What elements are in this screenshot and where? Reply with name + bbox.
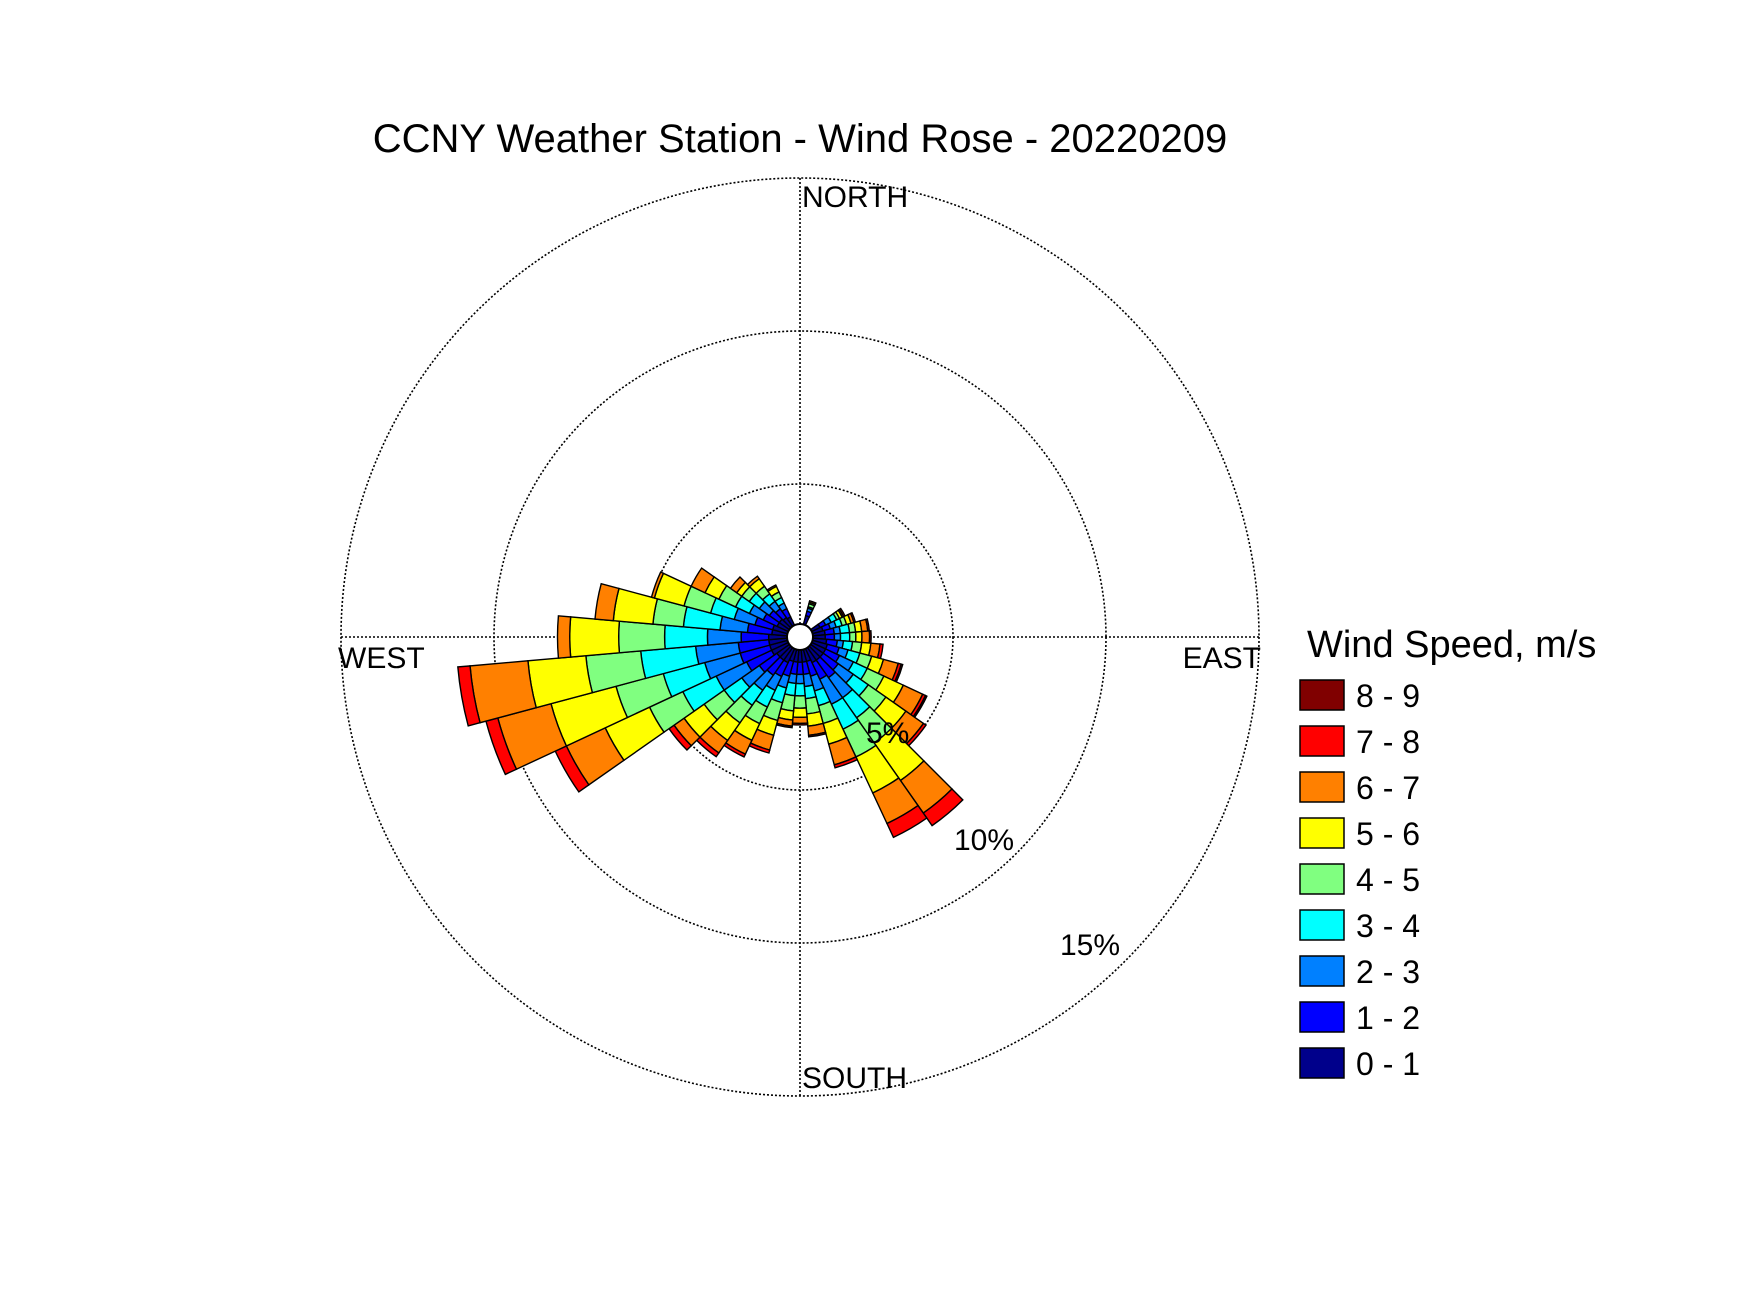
- sector-180-bin-5: [792, 707, 808, 719]
- ring-label-15: 15%: [1060, 929, 1120, 962]
- south-label: SOUTH: [802, 1062, 907, 1095]
- legend-label: 3 - 4: [1356, 908, 1420, 944]
- legend-label: 8 - 9: [1356, 678, 1420, 714]
- sector-320-bin-6: [746, 575, 761, 588]
- legend-label: 2 - 3: [1356, 954, 1420, 990]
- legend-title: Wind Speed, m/s: [1307, 624, 1596, 666]
- legend-label: 5 - 6: [1356, 816, 1420, 852]
- legend: 8 - 9 7 - 8 6 - 7 5 - 6 4 - 5 3 - 4 2 - 3 1 - 2…: [1299, 678, 1420, 1082]
- legend-swatch: [1299, 955, 1345, 987]
- sector-260-bin-7: [457, 665, 481, 727]
- sector-180-bin-4: [793, 694, 807, 709]
- sector-280-bin-5: [612, 587, 659, 625]
- legend-label: 1 - 2: [1356, 1000, 1420, 1036]
- sector-90-bin-7: [868, 630, 872, 644]
- sector-160-bin-7: [833, 756, 859, 769]
- sector-330-bin-6: [766, 584, 778, 593]
- legend-swatch: [1299, 1001, 1345, 1033]
- legend-swatch: [1299, 725, 1345, 757]
- legend-swatch: [1299, 817, 1345, 849]
- west-label: WEST: [338, 642, 425, 675]
- legend-swatch: [1299, 679, 1345, 711]
- sector-310-bin-6: [729, 575, 747, 594]
- sector-140-bin-7: [922, 788, 964, 827]
- sector-300-bin-6: [690, 567, 716, 594]
- chart-title: CCNY Weather Station - Wind Rose - 20220…: [373, 117, 1228, 161]
- sector-280-bin-6: [594, 582, 620, 622]
- sector-90-bin-4: [848, 631, 857, 643]
- sector-180-bin-7: [791, 722, 809, 726]
- sector-270-bin-5: [569, 616, 621, 658]
- legend-label: 4 - 5: [1356, 862, 1420, 898]
- sector-290-bin-6: [650, 571, 665, 599]
- legend-swatch: [1299, 1047, 1345, 1079]
- polar-grid: [340, 177, 1260, 1097]
- sector-90-bin-6: [860, 630, 871, 644]
- sector-20-bin-6: [808, 599, 817, 606]
- legend-swatch: [1299, 909, 1345, 941]
- legend-label: 0 - 1: [1356, 1046, 1420, 1082]
- sector-150-bin-7: [886, 804, 928, 839]
- sector-270-bin-4: [618, 620, 666, 654]
- sector-270-bin-6: [556, 615, 572, 659]
- ring-label-5: 5%: [866, 717, 909, 750]
- sector-180-bin-6: [791, 716, 809, 725]
- north-label: NORTH: [802, 181, 908, 214]
- east-label: EAST: [1183, 642, 1261, 675]
- center-hole: [786, 623, 814, 651]
- sector-90-bin-5: [854, 630, 863, 644]
- legend-label: 7 - 8: [1356, 724, 1420, 760]
- legend-swatch: [1299, 771, 1345, 803]
- wind-sectors: [457, 567, 964, 839]
- ring-label-10: 10%: [954, 824, 1014, 857]
- sector-170-bin-7: [807, 731, 827, 738]
- legend-label: 6 - 7: [1356, 770, 1420, 806]
- legend-swatch: [1299, 863, 1345, 895]
